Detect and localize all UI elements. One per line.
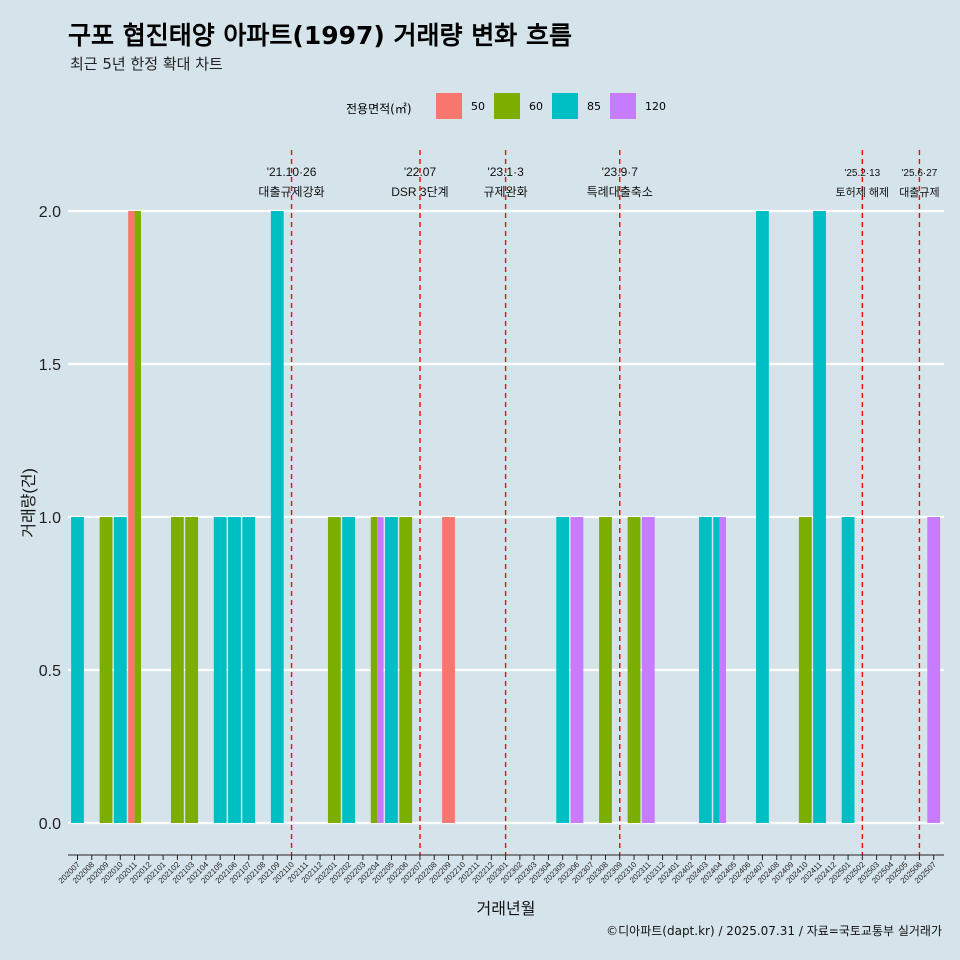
event-label: DSR 3단계 bbox=[391, 185, 448, 199]
chart-subtitle: 최근 5년 한정 확대 차트 bbox=[70, 55, 223, 73]
bar-202404-85 bbox=[713, 517, 720, 823]
event-date-label: '25.6·27 bbox=[902, 168, 938, 179]
bar-202102-60 bbox=[170, 517, 184, 823]
legend-label-120: 120 bbox=[645, 100, 666, 113]
bar-202205-85 bbox=[385, 517, 398, 823]
x-axis-title: 거래년월 bbox=[477, 900, 536, 918]
bar-202201-60 bbox=[327, 517, 341, 823]
legend-key-120 bbox=[610, 93, 636, 119]
event-label: 특례대출축소 bbox=[587, 185, 653, 199]
y-tick-label: 1.5 bbox=[39, 357, 61, 374]
event-label: 토허제 해제 bbox=[836, 185, 890, 199]
bar-202009-60 bbox=[99, 517, 113, 823]
event-date-label: '23.9·7 bbox=[602, 165, 639, 179]
bar-202202-85 bbox=[342, 517, 356, 823]
source-caption: ©디아파트(dapt.kr) / 2025.07.31 / 자료=국토교통부 실… bbox=[606, 924, 942, 938]
chart-title: 구포 협진태양 아파트(1997) 거래량 변화 흐름 bbox=[68, 21, 572, 50]
bar-202109-85 bbox=[270, 211, 284, 823]
legend-label-50: 50 bbox=[471, 100, 485, 113]
bar-202501-85 bbox=[841, 517, 855, 823]
bar-202011-50 bbox=[128, 211, 135, 823]
legend-key-50 bbox=[436, 93, 462, 119]
legend-key-85 bbox=[552, 93, 578, 119]
bar-202007-85 bbox=[71, 517, 84, 823]
bar-202106-85 bbox=[228, 517, 241, 823]
bar-202011-60 bbox=[134, 211, 141, 823]
event-date-label: '21.10·26 bbox=[267, 165, 317, 179]
bar-202407-85 bbox=[756, 211, 769, 823]
bar-202204-60 bbox=[370, 517, 378, 823]
bar-202209-50 bbox=[442, 517, 455, 823]
bar-202306-120 bbox=[570, 517, 584, 823]
bar-202403-85 bbox=[698, 517, 712, 823]
bar-202311-120 bbox=[641, 517, 655, 823]
bar-202204-120 bbox=[377, 517, 384, 823]
event-date-label: '25.2·13 bbox=[844, 168, 880, 179]
bar-202411-85 bbox=[813, 211, 826, 823]
bar-202310-60 bbox=[627, 517, 641, 823]
legend: 전용면적(㎡) 50 60 85 120 bbox=[0, 92, 960, 122]
event-date-label: '23.1·3 bbox=[487, 165, 524, 179]
bar-202404-120 bbox=[719, 517, 727, 823]
y-tick-label: 2.0 bbox=[39, 204, 61, 221]
event-label: 대출규제 bbox=[899, 186, 939, 199]
bar-202410-60 bbox=[798, 517, 812, 823]
event-label: 규제완화 bbox=[484, 185, 528, 199]
y-axis-title: 거래량(건) bbox=[20, 468, 38, 538]
bar-202105-85 bbox=[213, 517, 227, 823]
y-tick-label: 1.0 bbox=[39, 510, 61, 527]
legend-key-60 bbox=[494, 93, 520, 119]
bar-202206-60 bbox=[399, 517, 413, 823]
legend-title: 전용면적(㎡) bbox=[346, 102, 412, 116]
event-label: 대출규제강화 bbox=[258, 185, 324, 199]
y-tick-label: 0.0 bbox=[39, 816, 61, 833]
bar-202103-60 bbox=[185, 517, 199, 823]
legend-label-85: 85 bbox=[587, 100, 601, 113]
bar-202107-85 bbox=[242, 517, 256, 823]
y-tick-label: 0.5 bbox=[39, 663, 61, 680]
legend-label-60: 60 bbox=[529, 100, 543, 113]
bar-202010-85 bbox=[113, 517, 127, 823]
bar-202305-85 bbox=[556, 517, 570, 823]
bar-202308-60 bbox=[599, 517, 612, 823]
event-date-label: '22.07 bbox=[404, 165, 437, 179]
bar-202507-120 bbox=[927, 517, 941, 823]
